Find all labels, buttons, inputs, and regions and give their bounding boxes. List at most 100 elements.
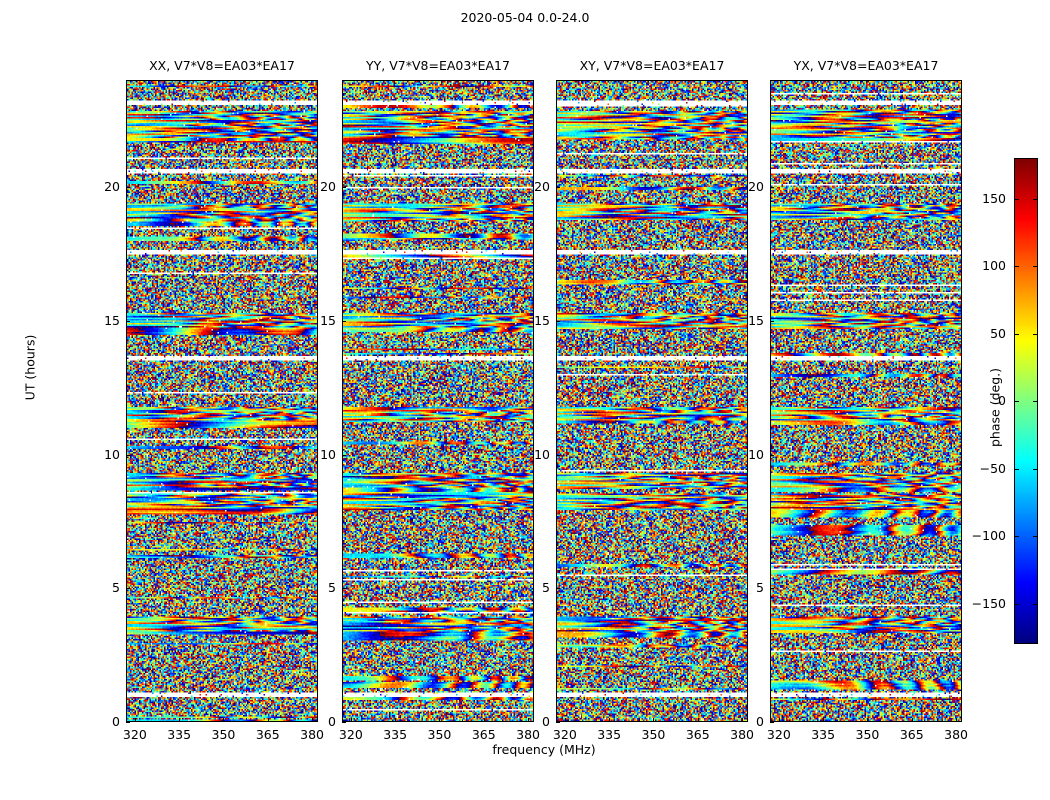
- colorbar-gradient: [1015, 159, 1037, 643]
- x-ticklabel-1-0: 320: [338, 727, 363, 742]
- x-ticklabel-1-2: 350: [427, 727, 452, 742]
- x-ticklabel-3-3: 365: [899, 727, 924, 742]
- y-tickmark-3-1: [770, 588, 774, 590]
- y-ticklabel-0-4: 20: [104, 179, 120, 194]
- colorbar-tickmark-5: [1014, 266, 1019, 267]
- colorbar-tickmark-right-5: [1033, 266, 1038, 267]
- y-ticklabel-1-3: 15: [320, 312, 336, 328]
- colorbar-tickmark-6: [1014, 198, 1019, 200]
- y-tickmark-0-4: [126, 187, 130, 188]
- y-tickmark-1-2: [342, 454, 346, 456]
- figure-suptitle: 2020-05-04 0.0-24.0: [460, 10, 590, 25]
- y-tickmark-2-0: [556, 722, 560, 723]
- x-tickmark-2-4: [742, 718, 744, 722]
- y-ticklabel-0-1: 5: [112, 580, 120, 596]
- y-tickmark-0-3: [126, 320, 130, 322]
- y-ticklabel-2-1: 5: [542, 580, 550, 596]
- x-tickmark-0-0: [134, 718, 136, 722]
- heatmap-image-xx: [127, 81, 317, 721]
- heatmap-image-yy: [343, 81, 533, 721]
- y-ticklabel-1-1: 5: [328, 580, 336, 596]
- x-ticklabel-2-3: 365: [685, 727, 710, 742]
- x-axis-label: frequency (MHz): [492, 742, 596, 757]
- y-tickmark-1-3: [342, 320, 346, 322]
- x-tickmark-1-0: [350, 718, 352, 722]
- x-ticklabel-2-0: 320: [552, 727, 577, 742]
- colorbar-tickmark-right-0: [1033, 603, 1038, 605]
- y-ticklabel-2-2: 10: [534, 446, 550, 462]
- panel-yx[interactable]: [770, 80, 962, 722]
- x-ticklabel-3-1: 335: [811, 727, 836, 742]
- panel-title-xx: XX, V7*V8=EA03*EA17: [149, 58, 295, 73]
- x-tickmark-0-4: [312, 718, 314, 722]
- colorbar-ticklabel-2: −50: [979, 460, 1006, 476]
- colorbar-tickmark-right-3: [1033, 401, 1038, 402]
- x-ticklabel-0-3: 365: [255, 727, 280, 742]
- colorbar-tickmark-4: [1014, 333, 1019, 335]
- x-tickmark-2-0: [564, 718, 566, 722]
- x-ticklabel-3-4: 380: [944, 727, 968, 742]
- x-tickmark-0-1: [179, 718, 181, 722]
- colorbar-ticklabel-6: 150: [982, 190, 1006, 206]
- x-tickmark-2-3: [697, 718, 699, 722]
- x-tickmark-3-3: [911, 718, 913, 722]
- y-tickmark-3-3: [770, 320, 774, 322]
- panel-title-xy: XY, V7*V8=EA03*EA17: [579, 58, 725, 73]
- x-tickmark-2-1: [609, 718, 611, 722]
- y-ticklabel-3-3: 15: [748, 312, 764, 328]
- y-ticklabel-1-4: 20: [320, 179, 336, 194]
- y-ticklabel-3-0: 0: [756, 714, 764, 729]
- y-ticklabel-0-3: 15: [104, 312, 120, 328]
- panel-xy[interactable]: [556, 80, 748, 722]
- x-ticklabel-2-4: 380: [730, 727, 754, 742]
- y-tickmark-1-1: [342, 588, 346, 590]
- y-tickmark-2-1: [556, 588, 560, 590]
- y-tickmark-2-3: [556, 320, 560, 322]
- colorbar-ticklabel-1: −100: [971, 528, 1006, 543]
- x-tickmark-3-4: [956, 718, 958, 722]
- panel-title-yx: YX, V7*V8=EA03*EA17: [793, 58, 939, 73]
- colorbar-ticklabel-0: −150: [971, 595, 1006, 611]
- x-ticklabel-2-2: 350: [641, 727, 666, 742]
- x-ticklabel-0-2: 350: [211, 727, 236, 742]
- x-tickmark-1-2: [439, 718, 441, 722]
- x-tickmark-3-0: [778, 718, 780, 722]
- colorbar-tickmark-1: [1014, 536, 1019, 537]
- y-tickmark-3-4: [770, 187, 774, 188]
- colorbar-ticklabel-3: 0: [998, 393, 1006, 408]
- x-ticklabel-1-3: 365: [471, 727, 496, 742]
- y-tickmark-3-0: [770, 722, 774, 723]
- y-ticklabel-3-1: 5: [756, 580, 764, 596]
- x-ticklabel-1-1: 335: [383, 727, 408, 742]
- x-ticklabel-0-1: 335: [167, 727, 192, 742]
- y-tickmark-0-1: [126, 588, 130, 590]
- y-tickmark-2-4: [556, 187, 560, 188]
- x-ticklabel-3-2: 350: [855, 727, 880, 742]
- x-tickmark-3-2: [867, 718, 869, 722]
- y-ticklabel-0-2: 10: [104, 446, 120, 462]
- colorbar-tickmark-3: [1014, 401, 1019, 402]
- x-ticklabel-2-1: 335: [597, 727, 622, 742]
- x-ticklabel-0-0: 320: [122, 727, 147, 742]
- y-ticklabel-1-2: 10: [320, 446, 336, 462]
- y-tickmark-0-2: [126, 454, 130, 456]
- y-ticklabel-2-3: 15: [534, 312, 550, 328]
- x-ticklabel-1-4: 380: [516, 727, 540, 742]
- y-tickmark-3-2: [770, 454, 774, 456]
- colorbar-ticklabel-5: 100: [982, 258, 1006, 273]
- y-tickmark-0-0: [126, 722, 130, 723]
- y-tickmark-2-2: [556, 454, 560, 456]
- colorbar-tickmark-right-1: [1033, 536, 1038, 537]
- y-axis-label: UT (hours): [22, 334, 38, 401]
- y-tickmark-1-4: [342, 187, 346, 188]
- colorbar-tickmark-right-4: [1033, 333, 1038, 335]
- y-tickmark-1-0: [342, 722, 346, 723]
- y-ticklabel-1-0: 0: [328, 714, 336, 729]
- panel-yy[interactable]: [342, 80, 534, 722]
- x-tickmark-0-3: [267, 718, 269, 722]
- colorbar-tickmark-right-6: [1033, 198, 1038, 200]
- panel-xx[interactable]: [126, 80, 318, 722]
- x-tickmark-1-1: [395, 718, 397, 722]
- y-ticklabel-3-2: 10: [748, 446, 764, 462]
- x-tickmark-0-2: [223, 718, 225, 722]
